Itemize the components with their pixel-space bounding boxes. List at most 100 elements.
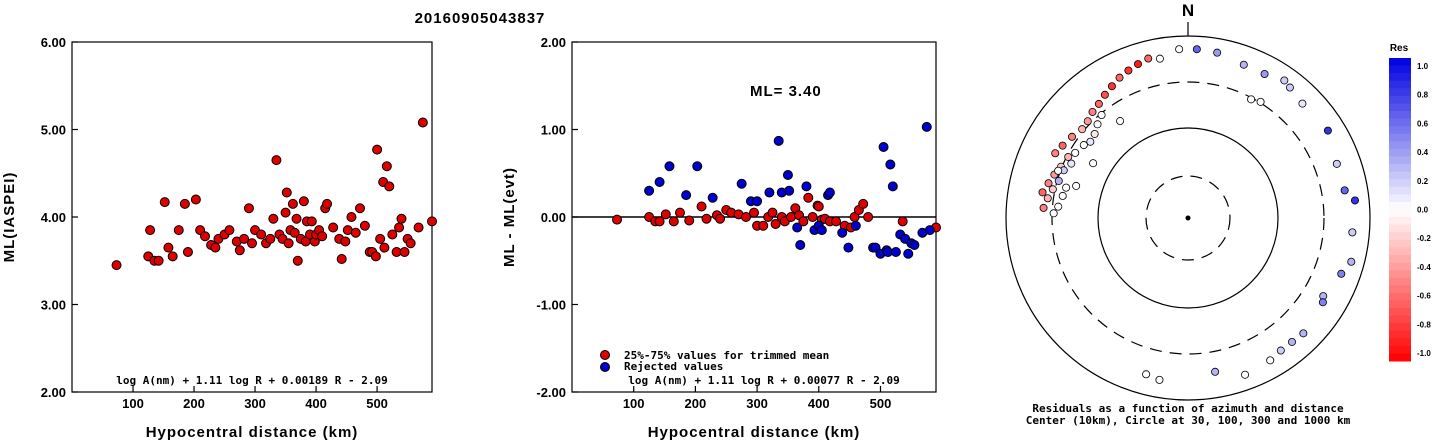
- colorbar-tick-label: 0.4: [1417, 148, 1429, 157]
- data-point: [280, 207, 291, 218]
- station-point: [1038, 188, 1047, 197]
- station-point: [1051, 149, 1060, 158]
- data-point: [234, 245, 245, 256]
- station-point: [1058, 141, 1067, 150]
- data-point: [200, 231, 211, 242]
- y-tick-label: 3.00: [41, 298, 66, 313]
- data-point: [807, 212, 818, 222]
- data-point: [612, 214, 623, 225]
- station-point: [1155, 54, 1164, 63]
- colorbar-tick-label: 0.6: [1417, 119, 1429, 128]
- data-point: [660, 209, 671, 220]
- data-point: [291, 213, 302, 224]
- y-tick-label: 2.00: [41, 385, 66, 400]
- data-point: [167, 251, 178, 262]
- data-point: [145, 225, 156, 236]
- data-point: [292, 255, 303, 266]
- data-point: [692, 161, 703, 172]
- station-point: [1266, 356, 1275, 365]
- ring-30km: [1145, 175, 1231, 261]
- data-point: [379, 242, 390, 253]
- station-point: [1071, 148, 1080, 157]
- colorbar-segment: [1389, 224, 1411, 233]
- x-tick-label: 400: [305, 396, 327, 411]
- data-point: [328, 222, 339, 233]
- station-point: [1298, 99, 1307, 108]
- x-tick-label: 500: [870, 396, 892, 411]
- station-point: [1067, 132, 1076, 141]
- colorbar-segment: [1389, 262, 1411, 271]
- station-point: [1064, 152, 1073, 161]
- colorbar-segment: [1389, 345, 1411, 354]
- station-point: [1285, 83, 1294, 92]
- data-point: [824, 187, 835, 198]
- x-tick-label: 200: [685, 396, 707, 411]
- y-tick-label: 0.00: [541, 210, 566, 225]
- data-point: [878, 142, 889, 152]
- data-point: [654, 177, 665, 187]
- station-point: [1350, 196, 1359, 205]
- colorbar-segment: [1389, 88, 1411, 97]
- station-point: [1072, 181, 1081, 190]
- station-point: [1054, 176, 1063, 185]
- data-point: [749, 207, 759, 218]
- colorbar-segment: [1389, 338, 1411, 347]
- data-point: [359, 220, 370, 231]
- station-point: [1107, 82, 1116, 91]
- station-point: [1097, 111, 1106, 120]
- caption-line-1: Residuals as a function of azimuth and d…: [1032, 402, 1344, 415]
- station-point: [1115, 73, 1124, 82]
- colorbar-segment: [1389, 156, 1411, 165]
- data-point: [372, 144, 383, 155]
- data-point: [271, 155, 282, 166]
- data-point: [767, 207, 778, 218]
- data-point: [668, 216, 679, 227]
- data-point: [681, 190, 692, 201]
- colorbar-segment: [1389, 141, 1411, 150]
- y-tick-label: 6.00: [41, 35, 66, 50]
- colorbar-segment: [1389, 148, 1411, 157]
- data-point: [394, 222, 405, 233]
- station-point: [1276, 346, 1285, 355]
- x-tick-label: 500: [366, 396, 388, 411]
- formula-label: log A(nm) + 1.11 log R + 0.00077 R - 2.0…: [628, 374, 900, 387]
- colorbar-segment: [1389, 194, 1411, 203]
- station-point: [1067, 159, 1076, 168]
- data-point: [427, 216, 437, 227]
- x-tick-label: 300: [244, 396, 266, 411]
- colorbar-segment: [1389, 133, 1411, 142]
- residual-colorbar: Res 1.0 0.8 0.6 0.4 0.2 0.0 -0.2 -0.4 -0.6 -0.8 -1…: [1389, 43, 1431, 362]
- colorbar-tick-label: 0.8: [1417, 91, 1429, 100]
- station-point: [1280, 76, 1289, 85]
- colorbar-segment: [1389, 292, 1411, 301]
- data-point: [909, 240, 920, 250]
- colorbar-segment: [1389, 171, 1411, 180]
- x-axis-label: Hypocentral distance (km): [648, 424, 861, 441]
- data-point: [831, 216, 842, 227]
- data-point: [322, 198, 333, 209]
- colorbar-segment: [1389, 277, 1411, 286]
- y-tick-label: 2.00: [541, 35, 566, 50]
- data-point: [764, 187, 775, 198]
- colorbar-segment: [1389, 217, 1411, 226]
- data-point: [381, 161, 392, 172]
- data-point: [283, 238, 294, 249]
- legend-label-trimmed: 25%-75% values for trimmed mean: [624, 349, 829, 362]
- data-point: [396, 213, 407, 224]
- station-point: [1058, 191, 1067, 200]
- data-point: [736, 178, 747, 189]
- station-point: [1133, 60, 1142, 69]
- panel-azimuth-polar: N Residuals as a function of azimuth and…: [1005, 1, 1371, 427]
- data-point: [256, 229, 267, 240]
- colorbar-segment: [1389, 232, 1411, 241]
- colorbar-title: Res: [1390, 43, 1409, 54]
- station-point: [1083, 117, 1092, 126]
- colorbar-segment: [1389, 118, 1411, 127]
- data-point: [858, 198, 869, 209]
- data-point: [784, 185, 795, 196]
- colorbar-segment: [1389, 164, 1411, 173]
- data-point: [843, 242, 854, 253]
- data-point: [897, 216, 908, 227]
- data-point: [803, 192, 814, 203]
- colorbar-segment: [1389, 80, 1411, 89]
